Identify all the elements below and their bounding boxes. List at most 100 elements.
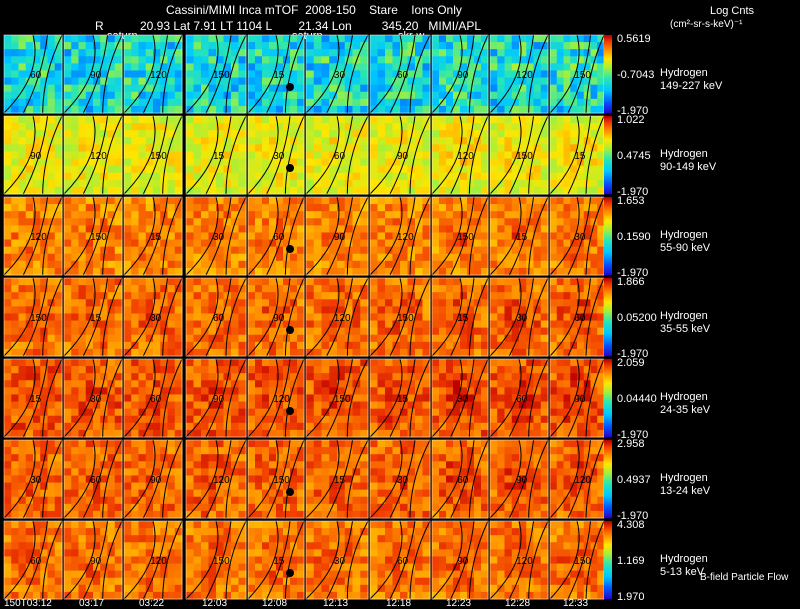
colorbar-step: [604, 243, 612, 245]
heatmap-cell: [570, 239, 578, 248]
heatmap-cell: [33, 387, 41, 395]
heatmap-cell: [193, 422, 202, 431]
heatmap-cell: [100, 246, 108, 255]
heatmap-cell: [131, 42, 139, 50]
heatmap-cell: [400, 197, 408, 205]
heatmap-cell: [590, 292, 598, 300]
heatmap-cell: [18, 70, 27, 79]
heatmap-cell: [107, 373, 116, 381]
colorbar-step: [604, 142, 612, 144]
heatmap-cell: [93, 91, 101, 100]
heatmap-cell: [422, 172, 431, 181]
heatmap-cell: [255, 267, 263, 276]
heatmap-cell: [186, 327, 194, 336]
heatmap-cell: [290, 165, 298, 174]
heatmap-cell: [550, 35, 558, 43]
heatmap-cell: [329, 144, 338, 152]
heatmap-cell: [481, 285, 489, 293]
heatmap-cell: [255, 373, 263, 381]
heatmap-cell: [201, 380, 209, 388]
heatmap-cell: [262, 123, 270, 131]
heatmap-cell: [504, 422, 513, 431]
heatmap-cell: [11, 246, 19, 255]
heatmap-cell: [490, 91, 498, 100]
heatmap-cell: [216, 299, 224, 307]
heatmap-cell: [18, 218, 27, 226]
heatmap-cell: [283, 49, 291, 57]
contour-line: [409, 196, 431, 276]
heatmap-cell: [400, 429, 408, 438]
colorbar-step: [604, 40, 612, 42]
heatmap-cell: [497, 334, 505, 343]
heatmap-cell: [481, 35, 489, 43]
heatmap-cell: [93, 165, 101, 174]
heatmap-cell: [223, 225, 232, 233]
heatmap-cell: [269, 341, 277, 350]
heatmap-cell: [262, 49, 270, 57]
heatmap-cell: [453, 186, 461, 195]
heatmap-cell: [377, 408, 386, 417]
colorbar-step: [604, 51, 612, 53]
frame-border: [431, 358, 489, 438]
heatmap-cell: [114, 179, 123, 188]
contour-line: [305, 34, 340, 114]
heatmap-cell: [290, 204, 298, 212]
heatmap-cell: [313, 373, 322, 381]
colorbar-step: [604, 218, 612, 220]
heatmap-cell: [550, 232, 558, 241]
heatmap-cell: [432, 35, 440, 43]
heatmap-cell: [329, 232, 338, 241]
heatmap-cell: [432, 116, 440, 124]
heatmap-cell: [255, 306, 263, 314]
heatmap-cell: [153, 267, 161, 276]
heatmap-cell: [597, 211, 605, 219]
heatmap-cell: [377, 320, 386, 329]
heatmap-cell: [145, 267, 154, 276]
heatmap-frame: 150: [63, 196, 123, 276]
heatmap-cell: [597, 278, 605, 286]
heatmap-cell: [377, 144, 386, 152]
heatmap-cell: [107, 42, 116, 50]
heatmap-cell: [460, 144, 468, 152]
heatmap-cell: [25, 179, 34, 188]
heatmap-cell: [93, 123, 101, 131]
colorbar-step: [604, 287, 612, 289]
heatmap-cell: [583, 35, 591, 43]
heatmap-cell: [85, 144, 94, 152]
heatmap-cell: [306, 306, 315, 314]
colorbar-step: [604, 46, 612, 48]
heatmap-cell: [131, 91, 139, 100]
heatmap-cell: [453, 123, 461, 131]
heatmap-cell: [71, 144, 79, 152]
colorbar-step: [604, 176, 612, 178]
heatmap-cell: [145, 56, 154, 64]
heatmap-cell: [85, 35, 94, 43]
heatmap-cell: [321, 306, 330, 314]
heatmap-cell: [47, 246, 56, 255]
heatmap-cell: [446, 63, 454, 71]
heatmap-cell: [201, 151, 209, 160]
heatmap-cell: [556, 116, 564, 124]
heatmap-cell: [370, 232, 378, 241]
heatmap-frame: 90: [185, 358, 247, 438]
heatmap-cell: [329, 98, 338, 107]
heatmap-cell: [93, 137, 101, 145]
heatmap-cell: [313, 130, 322, 138]
heatmap-cell: [160, 204, 168, 212]
heatmap-cell: [344, 380, 353, 388]
heatmap-cell: [511, 84, 520, 93]
colorbar-step: [604, 336, 612, 338]
heatmap-cell: [344, 70, 353, 79]
colorbar-step: [604, 239, 612, 241]
contour-label: 15: [574, 151, 586, 162]
colorbar-step: [604, 225, 612, 227]
heatmap-cell: [504, 49, 513, 57]
heatmap-cell: [453, 380, 461, 388]
heatmap-cell: [47, 172, 56, 181]
heatmap-cell: [360, 334, 369, 343]
heatmap-cell: [352, 77, 361, 86]
heatmap-cell: [174, 401, 183, 410]
heatmap-cell: [290, 327, 298, 336]
heatmap-cell: [167, 204, 176, 212]
